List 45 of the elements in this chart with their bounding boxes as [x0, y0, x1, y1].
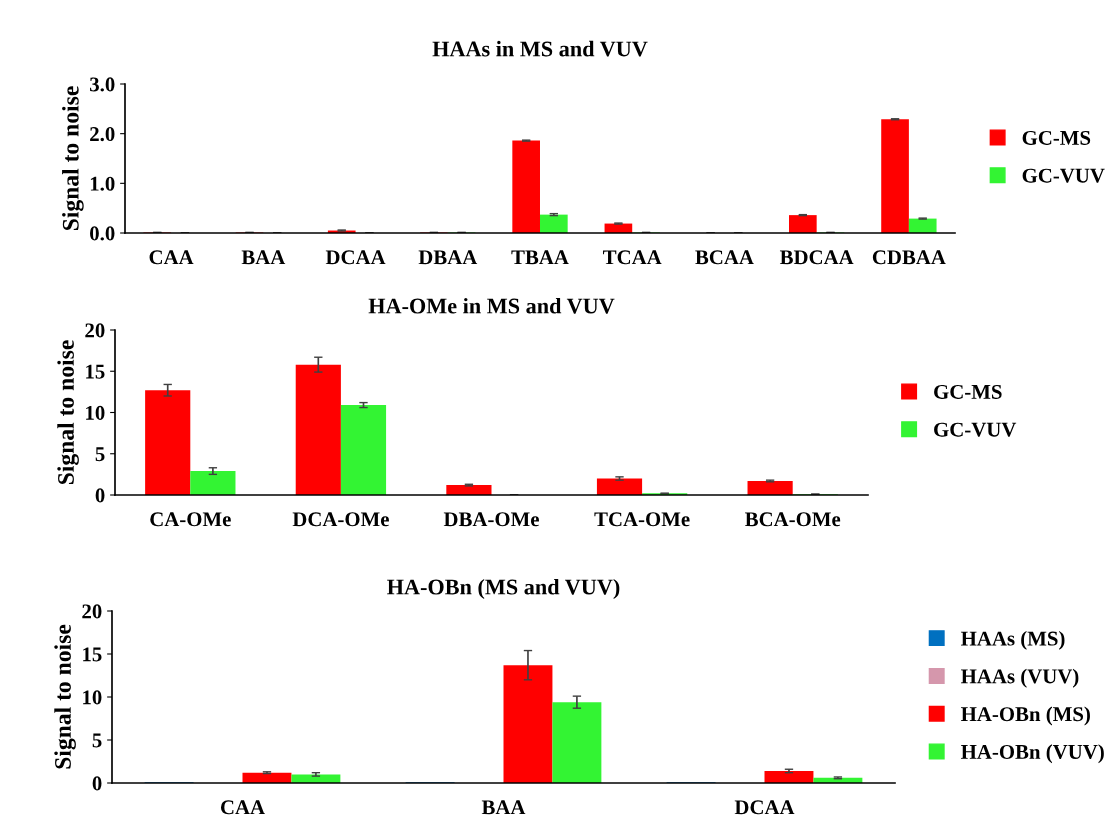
x-tick-label: DBA-OMe — [443, 512, 539, 527]
x-tick-label: BDCAA — [779, 250, 854, 265]
chart-title: HA-OBn (MS and VUV) — [387, 578, 620, 600]
chart-title: HA-OMe in MS and VUV — [368, 297, 615, 314]
x-tick-label: BCA-OMe — [745, 512, 841, 527]
y-tick-label: 0 — [92, 776, 102, 791]
x-tick-label: DCAA — [734, 800, 795, 815]
legend-label: HAAs (VUV) — [961, 668, 1079, 688]
x-tick-label: BAA — [241, 250, 286, 265]
x-tick-label: CDBAA — [872, 250, 946, 265]
y-axis-title: Signal to noise — [54, 624, 76, 769]
y-tick-label: 3.0 — [90, 77, 115, 92]
y-tick-label: 5 — [95, 447, 105, 462]
legend-label: GC-VUV — [934, 422, 1017, 437]
x-tick-label: CAA — [149, 250, 194, 265]
y-tick-label: 1.0 — [90, 176, 115, 191]
x-tick-label: DBAA — [418, 250, 478, 265]
x-tick-label: DCAA — [325, 250, 386, 265]
y-tick-label: 0.0 — [90, 226, 115, 241]
x-tick-label: BAA — [481, 800, 526, 815]
x-tick-label: CAA — [220, 800, 265, 815]
legend-label: HA-OBn (VUV) — [961, 744, 1104, 764]
x-tick-label: TCAA — [603, 250, 662, 265]
legend-label: GC-MS — [934, 384, 1002, 399]
x-tick-label: TBAA — [511, 250, 569, 265]
x-tick-label: DCA-OMe — [292, 512, 389, 527]
legend-label: HAAs (MS) — [961, 630, 1065, 650]
y-tick-label: 10 — [83, 690, 102, 705]
y-tick-label: 20 — [85, 323, 105, 338]
y-axis-title: Signal to noise — [62, 86, 84, 231]
legend-label: GC-MS — [1022, 130, 1091, 145]
y-tick-label: 15 — [83, 647, 102, 662]
legend-label: GC-VUV — [1022, 168, 1105, 183]
y-tick-label: 15 — [86, 364, 105, 379]
x-tick-label: TCA-OMe — [594, 512, 690, 527]
x-tick-label: CA-OMe — [150, 512, 231, 527]
y-tick-label: 20 — [82, 604, 102, 619]
x-tick-label: BCAA — [695, 250, 754, 265]
chart-title: HAAs in MS and VUV — [432, 40, 648, 57]
y-tick-label: 2.0 — [90, 127, 115, 142]
legend-label: HA-OBn (MS) — [961, 706, 1090, 726]
y-tick-label: 5 — [92, 733, 102, 748]
y-tick-label: 10 — [86, 405, 105, 420]
y-tick-label: 0 — [95, 488, 105, 503]
y-axis-title: Signal to noise — [57, 340, 79, 485]
